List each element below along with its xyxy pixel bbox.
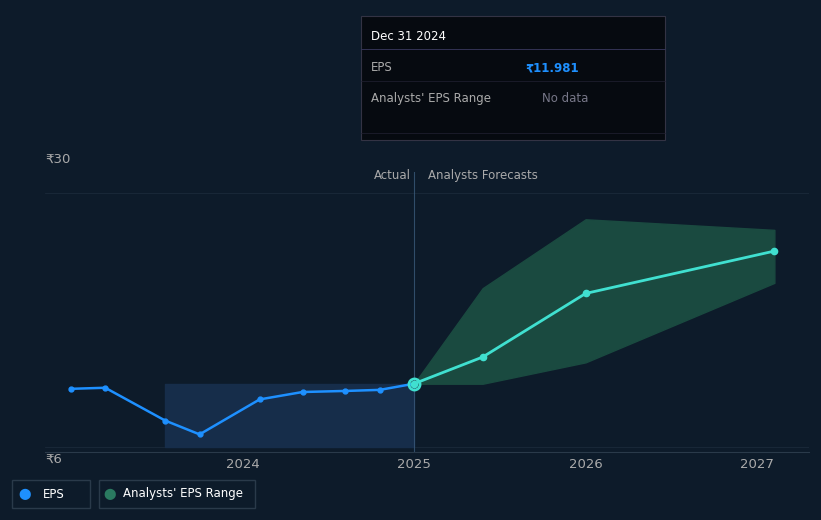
Text: ₹11.981: ₹11.981 [525, 61, 579, 74]
Text: EPS: EPS [43, 488, 64, 500]
Text: No data: No data [542, 93, 588, 105]
Text: ₹30: ₹30 [45, 153, 71, 166]
Text: Analysts' EPS Range: Analysts' EPS Range [371, 93, 491, 105]
Text: Analysts' EPS Range: Analysts' EPS Range [123, 488, 243, 500]
Text: Actual: Actual [374, 169, 410, 182]
Text: ₹6: ₹6 [45, 452, 62, 465]
Text: ⬤: ⬤ [103, 488, 116, 500]
Text: ⬤: ⬤ [18, 488, 31, 500]
Text: Analysts Forecasts: Analysts Forecasts [428, 169, 538, 182]
Text: Dec 31 2024: Dec 31 2024 [371, 30, 446, 43]
Text: EPS: EPS [371, 61, 392, 74]
